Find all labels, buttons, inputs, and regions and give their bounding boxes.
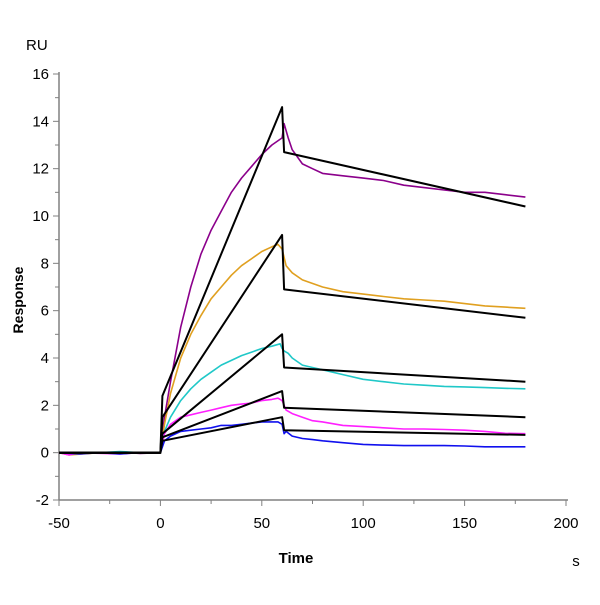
x-axis-title: Time: [279, 550, 314, 567]
plot-area: [58, 106, 526, 456]
x-tick-label: 50: [253, 515, 270, 532]
y-tick-label: 12: [32, 161, 49, 178]
y-tick-label: 6: [41, 303, 49, 320]
y-tick-label: 16: [32, 66, 49, 83]
fit-curve-8: [59, 390, 526, 454]
x-unit-label: s: [572, 553, 580, 570]
fit-curve-9: [59, 416, 526, 454]
x-tick-label: 150: [452, 515, 477, 532]
fit-curve-6: [59, 233, 526, 454]
x-tick-label: 0: [156, 515, 164, 532]
fit-curve-5: [59, 106, 526, 454]
x-tick-label: 200: [553, 515, 578, 532]
fit-curve-7: [59, 333, 526, 454]
y-tick-label: 0: [41, 445, 49, 462]
y-tick-label: 2: [41, 397, 49, 414]
axes: -50 0 50 100 150 200 -2 0 2 4 6 8 10 12 14 16: [32, 66, 578, 532]
y-unit-label: RU: [26, 37, 48, 54]
measured-curve-1: [58, 243, 526, 456]
measured-curve-4: [58, 421, 526, 455]
y-tick-label: 10: [32, 208, 49, 225]
y-axis-title: Response: [10, 266, 26, 333]
y-tick-label: 8: [41, 255, 49, 272]
x-tick-label: 100: [351, 515, 376, 532]
y-tick-label: 4: [41, 350, 49, 367]
y-tick-label: 14: [32, 113, 49, 130]
y-tick-label: -2: [36, 492, 49, 509]
measured-curve-0: [58, 122, 526, 455]
x-tick-label: -50: [48, 515, 70, 532]
measured-curve-2: [59, 343, 526, 454]
